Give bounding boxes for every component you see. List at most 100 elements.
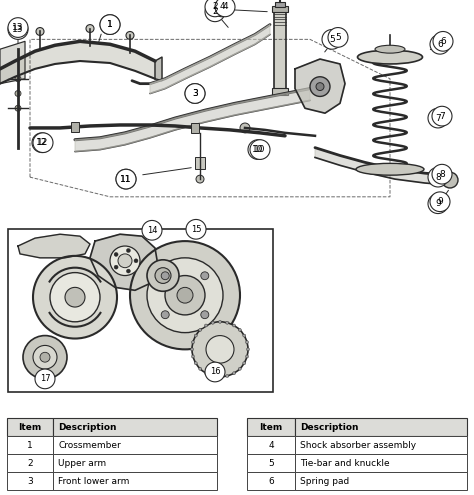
Circle shape (165, 276, 205, 315)
Circle shape (194, 334, 197, 337)
Text: 6: 6 (437, 40, 443, 49)
Text: 3: 3 (192, 89, 198, 98)
Bar (247, 418, 295, 436)
Polygon shape (18, 234, 90, 258)
Text: 11: 11 (120, 175, 132, 184)
Text: 4: 4 (222, 2, 228, 11)
Text: 8: 8 (439, 170, 445, 179)
Bar (7, 472, 53, 490)
Bar (195, 157, 205, 169)
Circle shape (238, 367, 241, 370)
Circle shape (246, 348, 249, 351)
Bar (274, 10, 286, 89)
Circle shape (196, 175, 204, 183)
Circle shape (147, 258, 223, 333)
Circle shape (430, 35, 450, 54)
Circle shape (114, 265, 118, 269)
Ellipse shape (375, 45, 405, 53)
Text: 10: 10 (254, 145, 266, 154)
Circle shape (127, 248, 130, 252)
Bar (53, 418, 217, 436)
Circle shape (428, 194, 448, 213)
Circle shape (226, 375, 229, 378)
Text: 12: 12 (36, 138, 48, 147)
Text: 13: 13 (12, 23, 24, 32)
Polygon shape (315, 148, 450, 185)
Text: 9: 9 (437, 197, 443, 206)
Circle shape (36, 28, 44, 36)
Circle shape (192, 322, 248, 377)
Text: 7: 7 (435, 113, 441, 123)
Circle shape (328, 28, 348, 47)
Polygon shape (90, 234, 158, 290)
Circle shape (205, 0, 225, 17)
Text: 5: 5 (335, 33, 341, 42)
Circle shape (33, 346, 57, 369)
Circle shape (191, 341, 194, 344)
Circle shape (33, 133, 53, 152)
Circle shape (206, 336, 234, 363)
Bar (191, 123, 199, 133)
Bar (275, 2, 285, 7)
Circle shape (432, 164, 452, 184)
Circle shape (204, 372, 208, 375)
Bar (247, 436, 295, 454)
Bar (272, 88, 288, 96)
Text: 2: 2 (27, 459, 33, 468)
Circle shape (433, 32, 453, 51)
Circle shape (185, 84, 205, 103)
Text: 3: 3 (192, 89, 198, 98)
Circle shape (238, 328, 241, 331)
Circle shape (186, 219, 206, 239)
Circle shape (15, 105, 21, 111)
Circle shape (211, 321, 214, 324)
Bar (295, 436, 467, 454)
Text: 5: 5 (268, 459, 274, 468)
Bar (53, 472, 217, 490)
Text: Front lower arm: Front lower arm (58, 477, 129, 486)
Bar (7, 454, 53, 472)
Circle shape (100, 15, 120, 35)
Circle shape (428, 108, 448, 128)
Text: Description: Description (58, 423, 117, 432)
Circle shape (161, 272, 169, 280)
Circle shape (248, 140, 268, 159)
Text: 3: 3 (27, 477, 33, 486)
Circle shape (40, 352, 50, 362)
Circle shape (177, 288, 193, 303)
Text: 12: 12 (37, 138, 49, 147)
Bar (53, 454, 217, 472)
Polygon shape (0, 41, 155, 84)
Circle shape (199, 328, 202, 331)
Circle shape (155, 268, 171, 284)
Circle shape (194, 362, 197, 365)
Circle shape (161, 311, 169, 319)
Text: 2: 2 (212, 7, 218, 16)
Ellipse shape (356, 163, 424, 175)
Text: Tie-bar and knuckle: Tie-bar and knuckle (301, 459, 390, 468)
Bar (53, 436, 217, 454)
Polygon shape (0, 41, 25, 84)
Text: 1: 1 (107, 20, 113, 29)
Circle shape (201, 272, 209, 280)
Circle shape (185, 84, 205, 103)
Circle shape (226, 321, 229, 324)
Circle shape (191, 348, 193, 351)
Ellipse shape (357, 50, 422, 64)
Circle shape (430, 192, 450, 211)
Text: Spring pad: Spring pad (301, 477, 350, 486)
Bar (295, 472, 467, 490)
Text: 7: 7 (439, 112, 445, 121)
Circle shape (65, 288, 85, 307)
Circle shape (233, 324, 236, 327)
Circle shape (32, 133, 52, 152)
Text: 10: 10 (252, 145, 264, 154)
Text: Description: Description (301, 423, 359, 432)
Circle shape (211, 375, 214, 378)
Polygon shape (155, 57, 162, 81)
Text: Item: Item (18, 423, 42, 432)
Text: 4: 4 (219, 2, 225, 11)
Text: Shock absorber assembly: Shock absorber assembly (301, 441, 417, 449)
Bar (8, 229, 273, 392)
Circle shape (205, 362, 225, 382)
